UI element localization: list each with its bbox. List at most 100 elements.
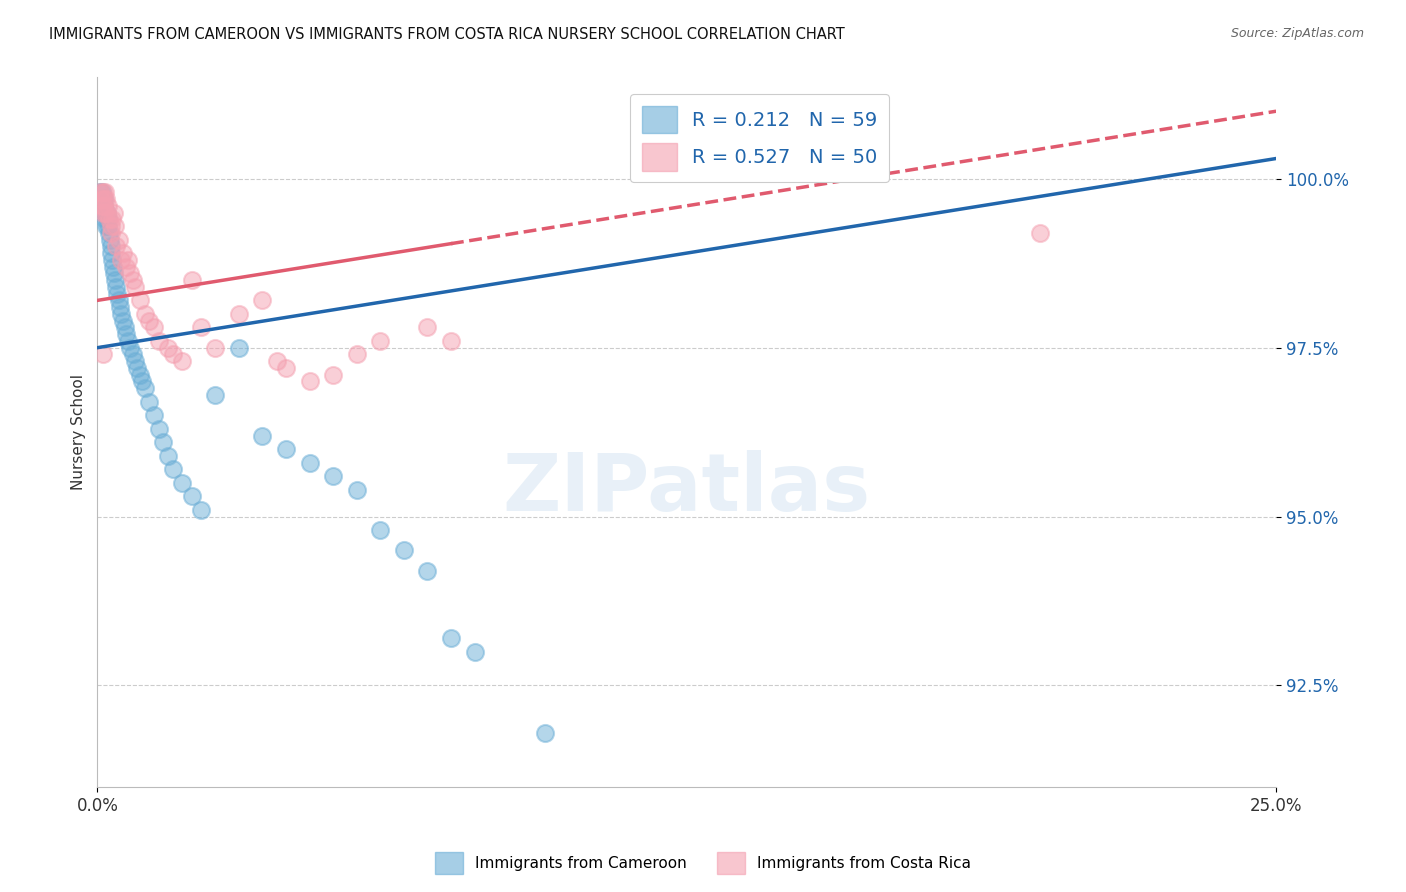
Point [322, 368, 344, 382]
Point [103, 205, 125, 219]
Point [346, 347, 368, 361]
Point [89, 186, 111, 200]
Point [142, 409, 165, 423]
Text: ZIPatlas: ZIPatlas [502, 450, 870, 528]
Point [440, 631, 463, 645]
Point [107, 293, 129, 308]
Point [148, 422, 170, 436]
Point [114, 260, 136, 274]
Point [91, 347, 114, 361]
Point [464, 645, 486, 659]
Point [124, 280, 146, 294]
Point [93, 199, 115, 213]
Point [105, 286, 128, 301]
Point [93, 186, 115, 200]
Point [120, 266, 142, 280]
Point [89, 186, 111, 200]
Text: IMMIGRANTS FROM CAMEROON VS IMMIGRANTS FROM COSTA RICA NURSERY SCHOOL CORRELATIO: IMMIGRANTS FROM CAMEROON VS IMMIGRANTS F… [49, 27, 845, 42]
Point [157, 341, 180, 355]
Point [94, 205, 117, 219]
Point [105, 239, 128, 253]
Point [91, 199, 114, 213]
Point [96, 205, 118, 219]
Point [298, 456, 321, 470]
Point [94, 219, 117, 233]
Point [105, 280, 128, 294]
Point [252, 428, 274, 442]
Point [190, 320, 212, 334]
Point [190, 503, 212, 517]
Point [180, 273, 202, 287]
Point [416, 320, 439, 334]
Point [94, 186, 117, 200]
Point [148, 334, 170, 348]
Point [96, 205, 118, 219]
Point [322, 469, 344, 483]
Point [100, 219, 122, 233]
Point [101, 260, 124, 274]
Point [1029, 226, 1052, 240]
Point [91, 205, 114, 219]
Point [228, 341, 250, 355]
Point [90, 192, 112, 206]
Legend: R = 0.212   N = 59, R = 0.527   N = 50: R = 0.212 N = 59, R = 0.527 N = 50 [630, 95, 889, 182]
Point [97, 219, 120, 233]
Point [100, 239, 122, 253]
Point [274, 361, 297, 376]
Point [104, 273, 127, 287]
Point [162, 462, 184, 476]
Point [131, 375, 153, 389]
Point [138, 394, 160, 409]
Point [117, 334, 139, 348]
Point [172, 354, 194, 368]
Point [91, 199, 114, 213]
Point [98, 212, 121, 227]
Point [142, 320, 165, 334]
Point [94, 205, 117, 219]
Point [138, 313, 160, 327]
Point [274, 442, 297, 456]
Point [392, 543, 415, 558]
Point [91, 186, 114, 200]
Point [103, 266, 125, 280]
Point [97, 212, 120, 227]
Point [93, 205, 115, 219]
Y-axis label: Nursery School: Nursery School [72, 374, 86, 490]
Point [124, 354, 146, 368]
Point [121, 347, 143, 361]
Point [157, 449, 180, 463]
Point [134, 381, 156, 395]
Point [152, 435, 174, 450]
Point [180, 489, 202, 503]
Point [93, 192, 115, 206]
Point [346, 483, 368, 497]
Point [97, 199, 120, 213]
Point [100, 246, 122, 260]
Point [121, 273, 143, 287]
Point [204, 341, 226, 355]
Point [128, 293, 150, 308]
Point [134, 307, 156, 321]
Point [228, 307, 250, 321]
Point [204, 388, 226, 402]
Point [94, 212, 117, 227]
Point [127, 361, 149, 376]
Point [100, 226, 122, 240]
Legend: Immigrants from Cameroon, Immigrants from Costa Rica: Immigrants from Cameroon, Immigrants fro… [429, 846, 977, 880]
Point [110, 307, 132, 321]
Point [112, 246, 135, 260]
Point [101, 252, 124, 267]
Point [162, 347, 184, 361]
Point [172, 475, 194, 490]
Point [112, 313, 135, 327]
Point [94, 192, 117, 206]
Point [98, 233, 121, 247]
Point [104, 219, 127, 233]
Point [128, 368, 150, 382]
Point [114, 320, 136, 334]
Point [90, 192, 112, 206]
Point [266, 354, 288, 368]
Point [368, 523, 391, 537]
Point [93, 192, 115, 206]
Point [107, 233, 129, 247]
